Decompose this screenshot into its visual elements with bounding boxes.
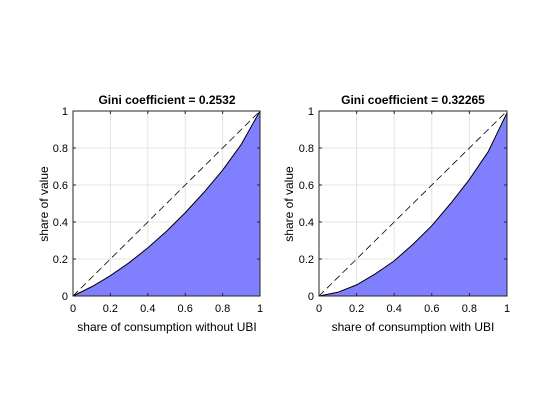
- left-y-tick-label-5: 1: [62, 106, 68, 118]
- left-axes-frame: [72, 110, 261, 297]
- left-x-tick-label-0: 0: [70, 303, 76, 315]
- left-x-axis-label: share of consumption without UBI: [77, 320, 256, 334]
- right-x-axis-label: share of consumption with UBI: [332, 320, 495, 334]
- left-y-tick-label-1: 0.2: [53, 254, 68, 266]
- left-y-tick-label-4: 0.8: [53, 143, 68, 155]
- right-y-axis-label: share of value: [282, 166, 296, 242]
- right-lorenz-curve: [318, 112, 508, 297]
- left-lorenz-plot: 0 0.2 0.4 0.6 0.8 1 0 0.2 0.4 0.6 0.8 1 Gini coeffi…: [37, 93, 263, 334]
- right-y-tick-label-5: 1: [308, 106, 314, 118]
- right-y-tick-label-0: 0: [308, 291, 314, 303]
- right-y-tick-label-4: 0.8: [299, 143, 314, 155]
- right-x-tick-label-4: 0.8: [462, 303, 477, 315]
- right-x-tick-label-0: 0: [316, 303, 322, 315]
- left-x-tick-label-1: 0.2: [103, 303, 118, 315]
- left-x-tick-label-3: 0.6: [178, 303, 193, 315]
- right-lorenz-area: [319, 112, 507, 296]
- left-x-tick-label-5: 1: [257, 303, 263, 315]
- left-y-tick-label-2: 0.4: [53, 217, 68, 229]
- left-plot-title: Gini coefficient = 0.2532: [98, 93, 235, 107]
- left-x-tick-label-2: 0.4: [140, 303, 155, 315]
- left-y-tick-label-0: 0: [62, 291, 68, 303]
- right-plot-title: Gini coefficient = 0.32265: [341, 93, 485, 107]
- left-y-axis-label: share of value: [37, 166, 51, 242]
- right-x-tick-label-1: 0.2: [349, 303, 364, 315]
- left-lorenz-area: [73, 111, 260, 296]
- right-x-tick-label-5: 1: [504, 303, 510, 315]
- right-y-tick-label-3: 0.6: [299, 180, 314, 192]
- right-y-tick-label-1: 0.2: [299, 254, 314, 266]
- right-lorenz-plot: 0 0.2 0.4 0.6 0.8 1 0 0.2 0.4 0.6 0.8 1 Gini coeffi…: [282, 93, 510, 334]
- left-lorenz-curve: [72, 110, 261, 297]
- left-y-tick-label-3: 0.6: [53, 180, 68, 192]
- right-x-tick-label-2: 0.4: [387, 303, 402, 315]
- right-axes-frame: [318, 110, 508, 297]
- left-x-tick-label-4: 0.8: [215, 303, 230, 315]
- right-x-tick-label-3: 0.6: [424, 303, 439, 315]
- right-y-tick-label-2: 0.4: [299, 217, 314, 229]
